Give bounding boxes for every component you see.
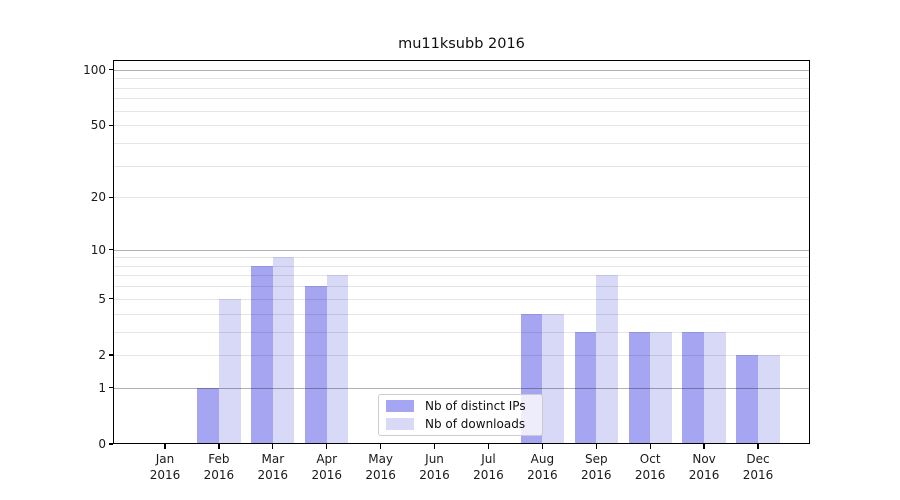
y-tick-mark [108,387,113,389]
bar-downloads [704,331,726,444]
x-tick-mark [757,444,759,449]
y-tick-label: 0 [98,437,106,451]
y-tick-label: 20 [90,190,106,205]
bar-downloads [272,257,295,444]
x-tick-label: Feb 2016 [187,452,251,483]
bar-distinct-ips [574,331,597,444]
x-tick-mark [541,444,543,449]
legend-item-downloads: Nb of downloads [386,417,534,431]
y-tick-mark [108,196,113,198]
x-tick-label: May 2016 [349,452,413,483]
x-tick-label-year: 2016 [419,467,450,482]
bar-downloads [218,298,241,444]
y-tick-label: 5 [98,291,106,306]
x-tick-label-year: 2016 [311,467,342,482]
y-tick-label: 2 [98,347,106,362]
y-tick-mark [108,354,113,356]
y-tick-label: 10 [90,242,106,257]
legend: Nb of distinct IPs Nb of downloads [378,394,543,436]
x-tick-mark [595,444,597,449]
y-tick-mark [108,124,113,126]
y-tick-mark [108,443,113,445]
x-tick-label: Sep 2016 [564,452,628,483]
bar-downloads [326,275,349,444]
bar-distinct-ips [251,265,273,444]
x-tick-label-year: 2016 [473,467,504,482]
chart-title: mu11ksubb 2016 [398,36,525,52]
x-tick-label-year: 2016 [203,467,235,482]
bars-layer [113,60,810,444]
bar-downloads [758,354,780,444]
x-tick-mark [164,444,166,449]
x-tick-label-year: 2016 [634,467,666,482]
x-tick-mark [649,444,651,449]
bar-distinct-ips [628,331,651,444]
bar-downloads [542,313,564,444]
y-tick-label: 100 [83,62,106,77]
x-tick-mark [433,444,436,449]
y-tick-mark [108,248,113,251]
legend-item-distinct-ips: Nb of distinct IPs [386,399,534,413]
y-tick-label: 1 [98,380,106,395]
x-tick-mark [487,444,490,449]
x-tick-label: Jun 2016 [403,452,467,483]
x-tick-label-year: 2016 [742,467,774,482]
y-tick-mark [108,298,113,300]
x-tick-label: Jan 2016 [133,452,197,483]
x-tick-label: Dec 2016 [726,452,790,483]
x-tick-label: Mar 2016 [241,452,305,483]
x-tick-label-year: 2016 [527,467,558,482]
y-tick-label: 50 [90,118,106,133]
x-tick-label: Nov 2016 [672,452,736,483]
x-tick-mark [272,444,274,449]
x-tick-label-year: 2016 [580,467,612,482]
x-tick-label: Jul 2016 [456,452,520,483]
bar-distinct-ips [736,354,758,444]
y-tick-mark [108,69,113,71]
legend-label-downloads: Nb of downloads [425,417,526,431]
x-tick-label-year: 2016 [365,467,396,482]
x-tick-mark [218,444,220,449]
x-tick-mark [326,444,328,449]
x-tick-label-year: 2016 [149,467,181,482]
x-tick-label: Aug 2016 [510,452,574,483]
legend-swatch-distinct-ips [386,400,414,412]
x-tick-label-year: 2016 [257,467,289,482]
legend-swatch-downloads [386,418,414,430]
x-tick-label: Oct 2016 [618,452,682,483]
bar-distinct-ips [197,387,219,444]
bar-downloads [596,275,618,444]
x-tick-label-year: 2016 [688,467,720,482]
x-tick-mark [703,444,705,449]
bar-distinct-ips [682,331,705,444]
x-tick-mark [379,444,382,449]
bar-downloads [650,331,672,444]
x-tick-label: Apr 2016 [295,452,359,483]
bar-distinct-ips [305,286,327,444]
legend-label-distinct-ips: Nb of distinct IPs [425,399,526,413]
